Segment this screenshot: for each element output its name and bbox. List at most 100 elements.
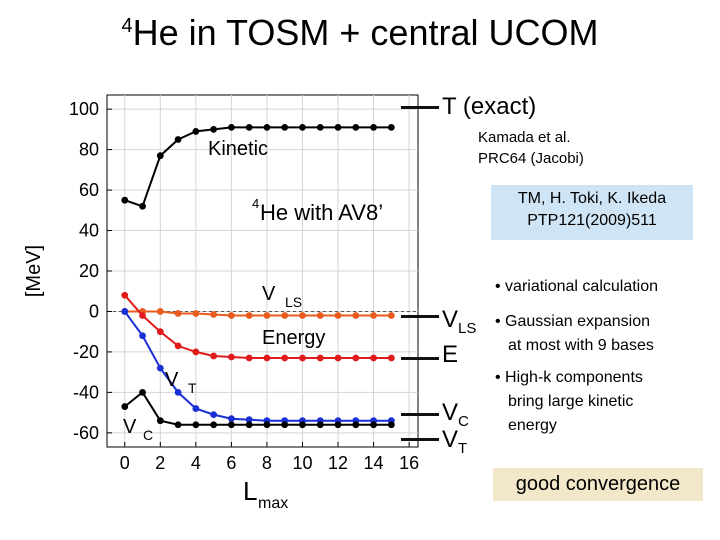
data-point-s3-7	[245, 416, 253, 424]
reference-line-1: Kamada et al.	[478, 129, 571, 146]
data-point-s2-5	[210, 352, 218, 360]
data-point-s4-11	[316, 421, 324, 429]
data-point-s4-14	[370, 421, 377, 429]
data-point-s1-11	[316, 312, 324, 319]
vc-symbol: V	[442, 399, 459, 426]
data-point-s2-4	[192, 348, 200, 356]
data-point-s2-6	[228, 353, 235, 361]
data-point-s4-15	[387, 421, 395, 429]
e-label: E	[442, 341, 459, 368]
bullet-variational: • variational calculation	[495, 278, 659, 295]
data-point-s0-12	[334, 123, 342, 131]
reference-text: Kamada et al. PRC64 (Jacobi)	[478, 127, 584, 169]
data-point-s2-14	[370, 354, 377, 362]
data-point-s0-6	[228, 123, 235, 131]
x-axis-label-subscript: max	[258, 495, 288, 512]
series-label-subscript-1: LS	[285, 294, 302, 310]
title-superscript: 4	[121, 15, 133, 37]
data-point-s4-7	[245, 421, 253, 429]
conclusion-box: good convergence	[493, 468, 703, 501]
t-exact-text: (exact)	[456, 93, 537, 120]
data-point-s4-1	[139, 388, 146, 396]
data-point-s2-11	[316, 354, 324, 362]
title-text: He in TOSM + central UCOM	[132, 12, 599, 53]
x-tick-label: 16	[399, 453, 419, 473]
vt-symbol: V	[442, 426, 459, 453]
data-point-s1-9	[281, 312, 289, 319]
series-label-2: Energy	[262, 327, 325, 349]
vls-label: VLS	[442, 308, 476, 336]
y-tick-label: 80	[79, 140, 99, 160]
vls-subscript: LS	[458, 319, 477, 337]
data-point-s1-13	[352, 312, 360, 319]
reference2-line-2: PTP121(2009)511	[527, 212, 657, 229]
vls-symbol: V	[442, 306, 459, 333]
y-tick-label: -60	[73, 423, 99, 443]
data-point-s1-3	[174, 310, 182, 317]
data-point-s0-0	[121, 196, 129, 204]
data-point-s4-0	[121, 403, 129, 410]
y-tick-label: -40	[73, 382, 99, 402]
data-point-s4-4	[192, 421, 200, 429]
data-point-s4-10	[299, 421, 306, 429]
series-line-4	[124, 390, 392, 426]
reference2-line-1: TM, H. Toki, K. Ikeda	[517, 190, 667, 207]
y-tick-label: 40	[79, 221, 99, 241]
x-tick-label: 12	[328, 453, 348, 473]
data-point-s2-3	[174, 342, 182, 350]
data-point-s2-13	[352, 354, 360, 362]
x-tick-label: 6	[226, 453, 236, 473]
reference-line-2: PRC64 (Jacobi)	[478, 150, 584, 167]
data-point-s4-2	[156, 417, 164, 425]
bullet-gaussian-cont: at most with 9 bases	[508, 337, 654, 354]
data-point-s4-3	[174, 421, 182, 429]
series-label-subscript-4: C	[143, 427, 153, 443]
series-label-3: V	[165, 369, 179, 391]
x-tick-label: 8	[262, 453, 272, 473]
data-point-s0-11	[316, 123, 324, 131]
x-tick-label: 4	[191, 453, 201, 473]
x-axis-label: L	[243, 476, 257, 506]
data-point-s1-6	[228, 312, 235, 319]
vt-label: VT	[442, 428, 467, 456]
bullet-gaussian: • Gaussian expansion	[495, 313, 651, 330]
data-point-s4-6	[228, 421, 235, 429]
data-point-s1-8	[263, 312, 271, 319]
x-tick-label: 2	[155, 453, 165, 473]
inset-label: He with AV8’	[260, 200, 383, 225]
data-point-s2-2	[156, 328, 164, 336]
data-point-s1-15	[387, 312, 395, 319]
data-point-s2-0	[121, 291, 129, 299]
vc-subscript: C	[458, 412, 469, 430]
data-point-s0-13	[352, 123, 360, 131]
x-tick-label: 10	[292, 453, 312, 473]
data-point-s4-13	[352, 421, 360, 429]
vc-label: VC	[442, 401, 469, 429]
data-point-s2-15	[387, 354, 395, 362]
series-line-3	[123, 310, 392, 422]
data-point-s3-6	[228, 415, 235, 423]
bullet-highk-cont-1: bring large kinetic	[508, 393, 634, 410]
data-point-s2-7	[245, 354, 253, 362]
data-point-s3-5	[210, 411, 218, 419]
data-point-s0-4	[192, 128, 200, 135]
vls-level-marker	[401, 315, 439, 318]
data-point-s0-8	[263, 123, 271, 131]
data-point-s3-4	[192, 405, 200, 412]
y-tick-label: -20	[73, 342, 99, 362]
series-label-subscript-3: T	[188, 380, 197, 396]
data-point-s2-1	[139, 312, 146, 319]
data-point-s0-9	[281, 123, 289, 131]
data-point-s0-10	[299, 123, 306, 131]
data-point-s2-9	[281, 354, 289, 362]
t-symbol: T	[442, 93, 457, 120]
data-point-s0-15	[387, 123, 395, 131]
x-tick-label: 0	[120, 453, 130, 473]
data-point-s1-10	[299, 312, 306, 319]
data-point-s0-3	[174, 136, 182, 143]
bullet-highk-cont-2: energy	[508, 417, 557, 434]
series-line-0	[124, 126, 392, 208]
data-point-s4-12	[334, 421, 342, 429]
data-point-s0-2	[156, 152, 164, 160]
bullet-highk: • High-k components	[495, 369, 643, 386]
